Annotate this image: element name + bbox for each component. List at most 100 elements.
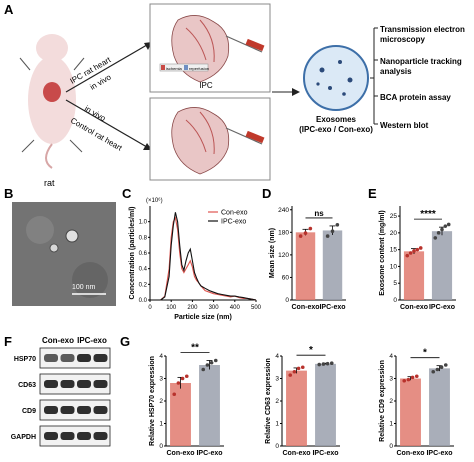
data-point [325,361,330,366]
y-tick-label: 20 [390,230,398,237]
y-tick-label: 15 [390,247,398,254]
data-point [176,381,181,385]
method-1-line1: Transmission electron [380,25,465,34]
y-tick-label: 1 [389,421,393,428]
blot-band [60,406,75,414]
method-3: BCA protein assay [380,93,451,102]
bar-ipc-exo [315,363,336,446]
x-tick-label: 100 [166,305,177,311]
y-axis-label: Relative CD63 expression [265,358,272,444]
y-tick-label: 3 [389,376,393,383]
data-point [213,358,218,363]
y-tick-label: 1.0 [139,220,148,226]
data-point [329,361,334,366]
bar-ipc-exo [431,231,453,300]
blot-band [60,380,75,388]
ischemia-label: ischemia [166,66,183,71]
blot-band [44,406,58,414]
y-tick-label: 240 [278,207,289,214]
x-tick-label: 200 [187,305,198,311]
y-tick-label: 2 [275,398,279,405]
bar-con-exo [170,383,191,446]
ipc-box-label: IPC [199,81,213,90]
data-point [209,360,214,365]
legend-label: IPC-exo [221,219,246,226]
data-point [405,253,410,258]
data-point [431,369,436,374]
data-point [433,236,438,240]
panel-letter-c: C [122,186,132,201]
data-point [439,365,444,370]
blot-band [44,380,58,388]
x-axis-label: Particle size (nm) [174,314,232,321]
bar-con-exo [403,251,425,300]
series-line-ipc-exo [160,212,257,301]
data-point [410,375,415,380]
panel-letter-e: E [368,186,377,201]
method-4: Western blot [380,121,429,130]
significance-label: ** [191,343,199,354]
y-tick-label: 0 [159,443,163,450]
x-tick-label: IPC-exo [312,450,338,457]
data-point [414,374,419,379]
control-heart-box [149,97,271,181]
x-tick-label: IPC-exo [196,450,222,457]
legend-label: Con-exo [221,210,248,217]
chart-c: 0 100 200 300 400 500 0.0 0.2 0.4 0.6 0.8 1.0 (×10⁶)… [129,197,262,321]
data-point [300,365,305,370]
x-tick-label: Con-exo [292,304,320,311]
data-point [335,223,340,227]
panel-letter-b: B [4,186,13,201]
data-point [436,231,441,235]
wb-col-label-con: Con-exo [42,336,74,345]
y-axis-label: Exosome content (mg/ml) [379,210,386,296]
blot-band [93,354,108,362]
x-tick-label: IPC-exo [429,304,455,311]
significance-label: ns [314,209,324,218]
blot-row-label: CD9 [22,408,36,415]
data-point [443,224,448,228]
data-point [317,362,322,367]
panel-letter-g: G [120,334,130,349]
data-point [184,374,189,379]
data-point [412,249,416,253]
x-tick-label: 0 [148,305,152,311]
blot-band [77,354,91,362]
tem-micrograph [12,202,116,306]
blot-band [60,432,75,440]
y-tick-label: 1 [275,421,279,428]
data-point [408,251,413,255]
y-tick-label: 5 [393,280,397,287]
x-tick-label: Con-exo [283,450,311,457]
y-tick-label: 0 [393,297,397,304]
blot-band [93,432,108,440]
x-tick-label: Con-exo [400,304,428,311]
significance-label: **** [420,209,436,220]
y-tick-label: 0.4 [139,267,148,273]
x-tick-label: 300 [209,305,220,311]
significance-label: * [309,345,313,356]
y-axis-label: Mean size (nm) [269,228,276,278]
significance-label: * [423,348,427,359]
y-axis-label: Relative HSP70 expression [149,356,156,446]
blot-band [93,380,108,388]
data-point [406,377,411,382]
y-tick-label: 0 [275,443,279,450]
ipc-arrow-label-2: in vivo [89,72,114,91]
blot-band [77,432,91,440]
scale-bar-label: 100 nm [72,284,96,291]
y-tick-label: 1 [159,421,163,428]
data-point [292,369,297,374]
y-axis-label: Relative CD9 expression [379,360,386,442]
method-1-line2: microscopy [380,35,425,44]
bar-con-exo [295,232,316,300]
data-point [288,373,293,377]
y-axis-label: Concentration (particles/ml) [129,207,136,300]
y-tick-label: 4 [275,353,279,360]
data-point [180,376,185,381]
blot-band [60,354,75,362]
blot-lane-box [39,373,111,395]
ipc-arrow [65,41,153,93]
data-point [296,366,301,371]
